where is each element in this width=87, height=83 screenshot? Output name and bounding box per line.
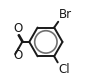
Text: O: O: [14, 49, 23, 62]
Text: O: O: [14, 22, 23, 35]
Text: Br: Br: [59, 8, 72, 21]
Text: Cl: Cl: [58, 63, 70, 76]
